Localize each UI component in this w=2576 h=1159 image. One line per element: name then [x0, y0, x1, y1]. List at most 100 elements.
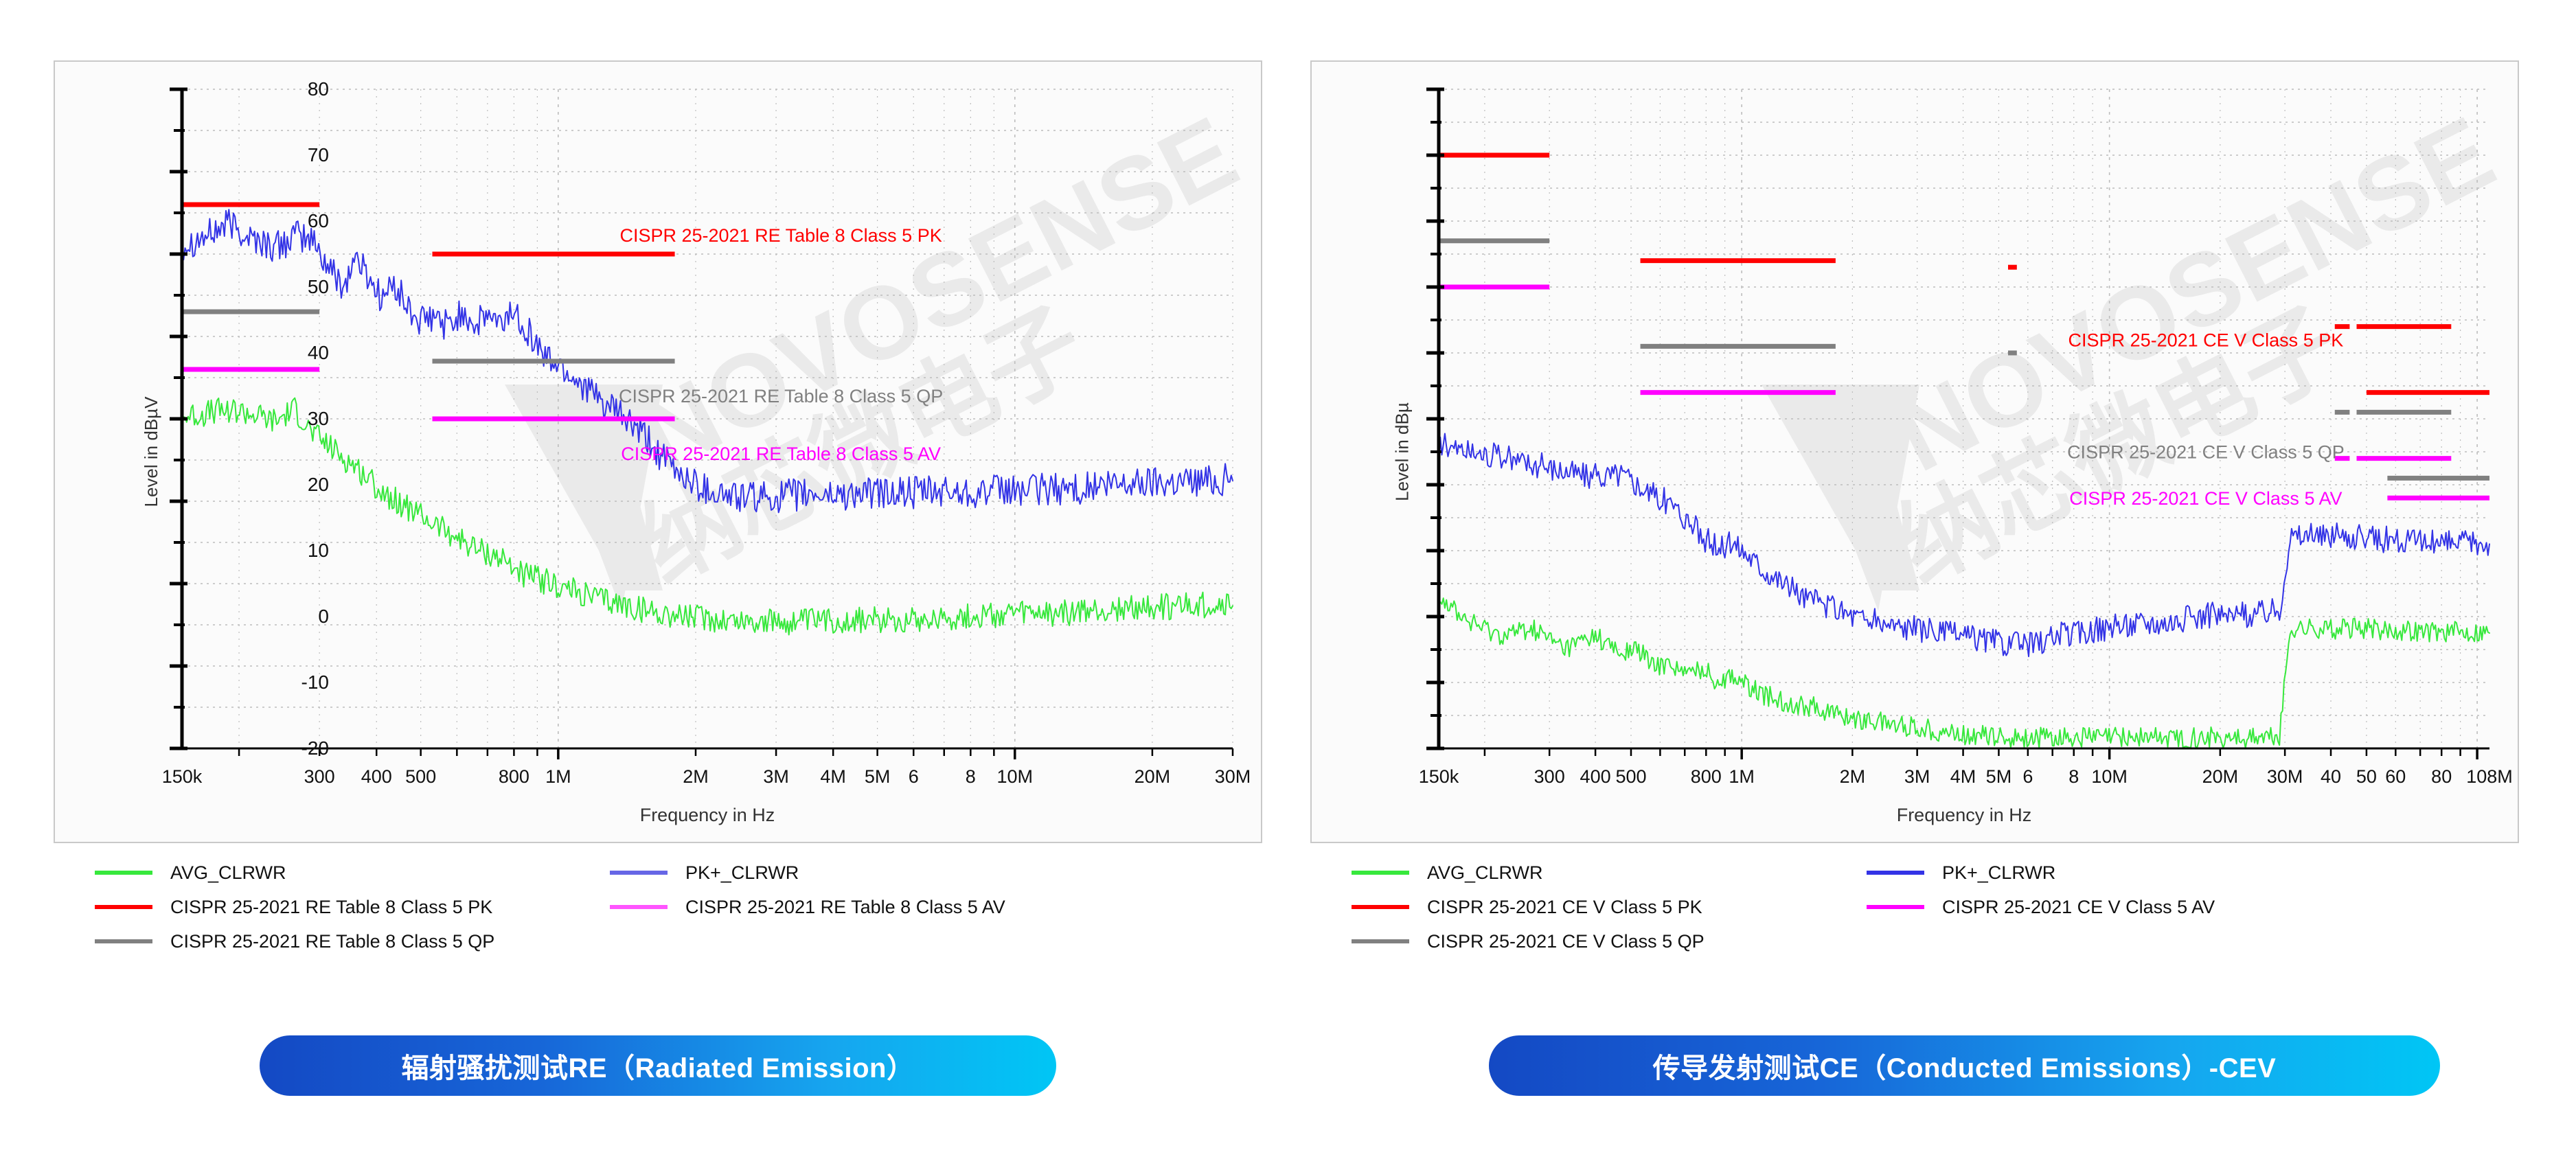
x-axis-tick-label: 1M — [1729, 766, 1755, 787]
x-axis-tick-label: 6 — [908, 766, 919, 787]
legend-column: AVG_CLRWR CISPR 25-2021 CE V Class 5 PK CI… — [1352, 857, 1705, 960]
x-axis-tick-label: 80 — [2431, 766, 2452, 787]
x-axis-tick-label: 10M — [2091, 766, 2128, 787]
legend-swatch-icon — [610, 871, 668, 875]
caption-pill-re[interactable]: 辐射骚扰测试RE（Radiated Emission） — [260, 1035, 1056, 1096]
y-axis-tick-label: 70 — [307, 144, 329, 165]
y-axis-tick-label: 80 — [307, 78, 329, 100]
x-axis-tick-label: 4M — [1950, 766, 1976, 787]
legend-item[interactable]: CISPR 25-2021 RE Table 8 Class 5 PK — [95, 891, 494, 923]
legend-column: AVG_CLRWR CISPR 25-2021 RE Table 8 Class … — [95, 857, 494, 960]
legend-item-label: CISPR 25-2021 CE V Class 5 AV — [1942, 896, 2215, 917]
legend-item[interactable]: CISPR 25-2021 CE V Class 5 QP — [1352, 926, 1705, 957]
x-axis-tick-label: 40 — [2320, 766, 2342, 787]
legend-item-label: CISPR 25-2021 RE Table 8 Class 5 PK — [170, 896, 493, 917]
legend-item-label: PK+_CLRWR — [685, 862, 799, 883]
legend-column: PK+_CLRWR CISPR 25-2021 CE V Class 5 AV — [1867, 857, 2215, 926]
y-axis-tick-label: -20 — [301, 737, 329, 759]
legend-item[interactable]: PK+_CLRWR — [610, 857, 1005, 888]
x-axis-tick-label: 20M — [2202, 766, 2239, 787]
x-axis-tick-label: 8 — [965, 766, 976, 787]
caption-pill-ce-label: 传导发射测试CE（Conducted Emissions）-CEV — [1652, 1053, 2277, 1083]
legend-swatch-icon — [1867, 871, 1924, 875]
y-axis-tick-label: 0 — [318, 606, 329, 627]
legend-swatch-icon — [1352, 871, 1409, 875]
limit-annotation: CISPR 25-2021 RE Table 8 Class 5 AV — [621, 444, 941, 464]
y-axis-tick-label: 50 — [307, 276, 329, 297]
x-axis-tick-label: 30M — [2266, 766, 2303, 787]
y-axis-tick-label: -10 — [301, 672, 329, 693]
x-axis-tick-label: 400 — [361, 766, 392, 787]
x-axis-tick-label: 2M — [683, 766, 709, 787]
x-axis-tick-label: 800 — [1690, 766, 1722, 787]
x-axis-tick-label: 150k — [1418, 766, 1459, 787]
plot-area-ce: Level in dBµ 80 70 60 50 40 30 20 10 0 -10 -20 NOV… — [301, 62, 2518, 842]
legend-item[interactable]: AVG_CLRWR — [1352, 857, 1705, 888]
legend-item[interactable]: CISPR 25-2021 CE V Class 5 PK — [1352, 891, 1705, 923]
x-axis-tick-label: 3M — [1904, 766, 1930, 787]
legend-swatch-icon — [95, 939, 152, 943]
y-axis-ticks-ce: 80 70 60 50 40 30 20 10 0 -10 -20 — [301, 62, 1428, 842]
limit-annotation: CISPR 25-2021 RE Table 8 Class 5 PK — [619, 225, 942, 246]
x-axis-tick-label: 6 — [2022, 766, 2033, 787]
legend-item-label: CISPR 25-2021 CE V Class 5 PK — [1427, 896, 1702, 917]
x-axis-tick-label: 150k — [161, 766, 203, 787]
chart-panel-ce: Level in dBµ 80 70 60 50 40 30 20 10 0 -10 -20 NOV… — [301, 60, 2519, 843]
legend-item[interactable]: AVG_CLRWR — [95, 857, 494, 888]
legend-item[interactable]: PK+_CLRWR — [1867, 857, 2215, 888]
legend-column: PK+_CLRWR CISPR 25-2021 RE Table 8 Class … — [610, 857, 1005, 926]
legend-item-label: CISPR 25-2021 RE Table 8 Class 5 QP — [170, 930, 495, 952]
x-axis-tick-label: 10M — [996, 766, 1034, 787]
limit-annotation: CISPR 25-2021 CE V Class 5 PK — [2068, 330, 2344, 350]
y-axis-tick-label: 20 — [307, 474, 329, 495]
limit-annotation: CISPR 25-2021 CE V Class 5 AV — [2069, 488, 2342, 509]
x-axis-title-ce: Frequency in Hz — [1896, 805, 2032, 825]
x-axis-tick-label: 50 — [2356, 766, 2377, 787]
caption-pill-ce[interactable]: 传导发射测试CE（Conducted Emissions）-CEV — [1489, 1035, 2440, 1096]
legend-item[interactable]: CISPR 25-2021 RE Table 8 Class 5 QP — [95, 926, 494, 957]
x-axis-title-re: Frequency in Hz — [639, 805, 775, 825]
x-axis-tick-label: 300 — [1534, 766, 1565, 787]
legend-item-label: AVG_CLRWR — [1427, 862, 1543, 883]
x-axis-tick-label: 4M — [820, 766, 846, 787]
limit-annotation: CISPR 25-2021 CE V Class 5 QP — [2067, 442, 2345, 463]
legend-swatch-icon — [1867, 905, 1924, 909]
x-axis-tick-label: 3M — [763, 766, 789, 787]
x-axis-tick-label: 300 — [304, 766, 335, 787]
legend-swatch-icon — [95, 871, 152, 875]
x-axis-tick-label: 20M — [1134, 766, 1171, 787]
legend-item-label: CISPR 25-2021 CE V Class 5 QP — [1427, 930, 1705, 952]
x-axis-tick-label: 500 — [405, 766, 437, 787]
x-axis-tick-label: 400 — [1580, 766, 1611, 787]
x-axis-tick-label: 5M — [864, 766, 891, 787]
legend-item-label: AVG_CLRWR — [170, 862, 286, 883]
y-axis-tick-label: 30 — [307, 408, 329, 429]
legend-item-label: CISPR 25-2021 RE Table 8 Class 5 AV — [685, 896, 1005, 917]
y-axis-tick-label: 10 — [307, 540, 329, 561]
x-axis-tick-label: 60 — [2385, 766, 2406, 787]
x-axis-tick-label: 8 — [2068, 766, 2079, 787]
legend-item-label: PK+_CLRWR — [1942, 862, 2056, 883]
legend-item[interactable]: CISPR 25-2021 RE Table 8 Class 5 AV — [610, 891, 1005, 923]
legend-item[interactable]: CISPR 25-2021 CE V Class 5 AV — [1867, 891, 2215, 923]
y-axis-tick-label: 60 — [307, 210, 329, 231]
legend-ce: AVG_CLRWR CISPR 25-2021 CE V Class 5 PK CI… — [1310, 857, 2519, 980]
legend-swatch-icon — [1352, 905, 1409, 909]
x-axis-tick-label: 5M — [1985, 766, 2012, 787]
x-axis-tick-label: 108M — [2466, 766, 2513, 787]
legend-swatch-icon — [1352, 939, 1409, 943]
x-axis-tick-label: 800 — [498, 766, 529, 787]
x-axis-ticks-re: 150k 300 400 500 800 1M 2M 3M 4M 5M 6 8 10M 20M 30M — [55, 766, 1261, 798]
x-axis-tick-label: 1M — [545, 766, 571, 787]
legend-re: AVG_CLRWR CISPR 25-2021 RE Table 8 Class … — [54, 857, 1262, 980]
x-axis-tick-label: 500 — [1615, 766, 1647, 787]
limit-annotation: CISPR 25-2021 RE Table 8 Class 5 QP — [619, 386, 943, 406]
x-axis-tick-label: 2M — [1839, 766, 1866, 787]
legend-swatch-icon — [610, 905, 668, 909]
legend-swatch-icon — [95, 905, 152, 909]
